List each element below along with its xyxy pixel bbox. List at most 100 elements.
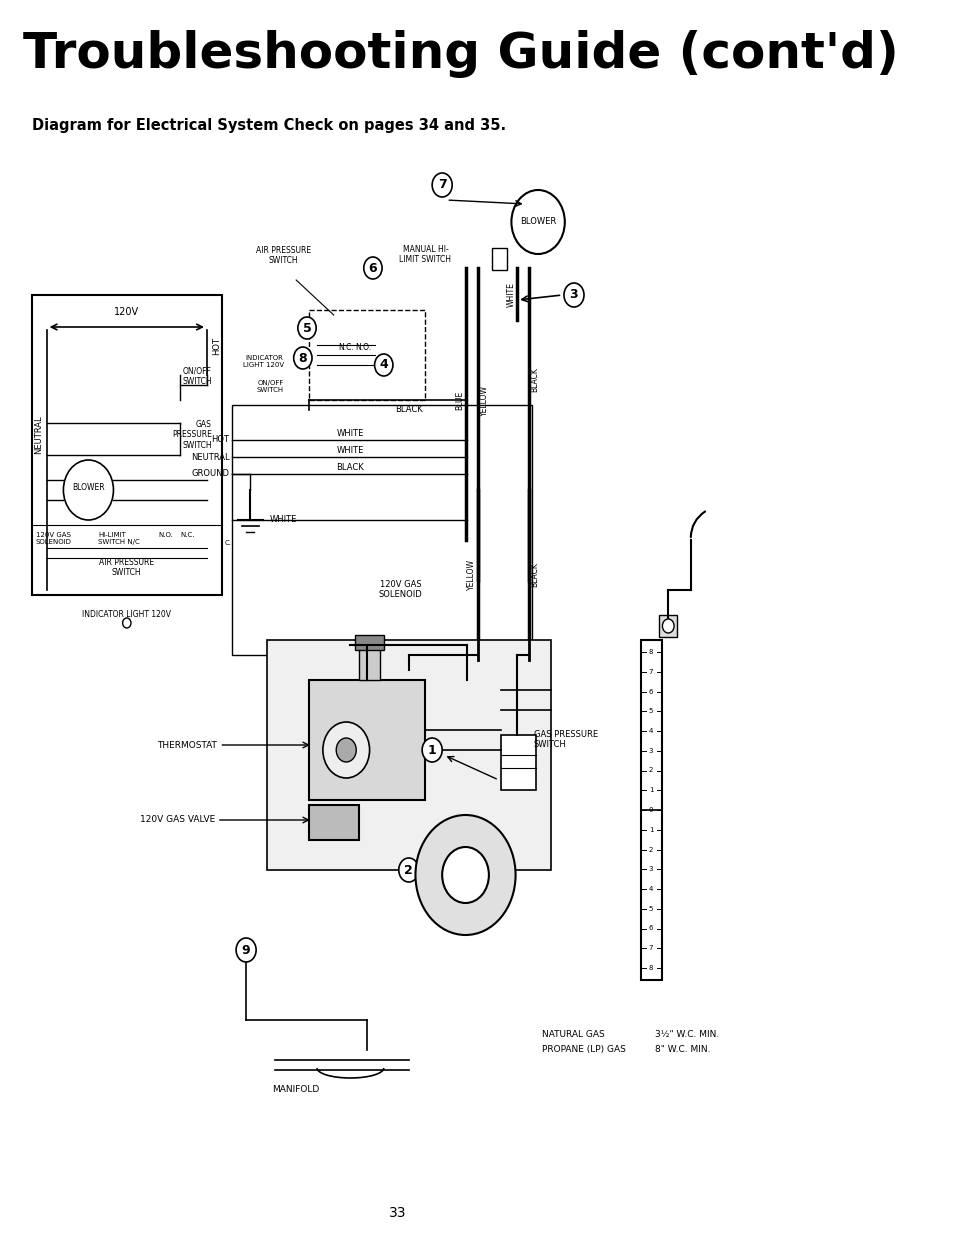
Bar	[500, 735, 535, 790]
Text: INDICATOR
LIGHT 120V: INDICATOR LIGHT 120V	[242, 356, 283, 368]
Bar	[309, 310, 425, 400]
Text: AIR PRESSURE
SWITCH: AIR PRESSURE SWITCH	[99, 558, 154, 577]
Circle shape	[297, 317, 315, 339]
Text: PROPANE (LP) GAS: PROPANE (LP) GAS	[541, 1044, 625, 1054]
Circle shape	[375, 354, 393, 375]
Circle shape	[563, 282, 583, 307]
Circle shape	[322, 722, 369, 778]
Text: 120V: 120V	[114, 307, 139, 317]
Text: 1: 1	[427, 743, 436, 757]
Text: 0: 0	[648, 807, 653, 813]
Text: HOT: HOT	[212, 337, 221, 356]
Bar	[492, 248, 507, 270]
Text: GAS PRESSURE
SWITCH: GAS PRESSURE SWITCH	[534, 730, 598, 750]
Text: 4: 4	[379, 358, 388, 372]
Bar	[640, 641, 660, 980]
Text: 120V GAS
SOLENOID: 120V GAS SOLENOID	[378, 580, 422, 600]
Text: 6: 6	[648, 689, 653, 695]
Text: 3½" W.C. MIN.: 3½" W.C. MIN.	[654, 1030, 719, 1040]
Text: 8" W.C. MIN.: 8" W.C. MIN.	[654, 1044, 710, 1054]
Text: 8: 8	[648, 965, 653, 971]
Circle shape	[511, 190, 564, 254]
Circle shape	[335, 738, 355, 762]
Text: 4: 4	[648, 886, 653, 892]
Bar	[232, 405, 532, 655]
Text: 2: 2	[648, 767, 653, 773]
Text: 6: 6	[368, 261, 376, 275]
Circle shape	[661, 620, 674, 633]
Text: 3: 3	[648, 748, 653, 753]
Circle shape	[294, 347, 312, 369]
Text: BLACK: BLACK	[395, 405, 422, 414]
Bar	[309, 680, 425, 800]
Text: BLACK: BLACK	[336, 463, 364, 472]
Text: YELLOW: YELLOW	[479, 384, 488, 415]
Text: ON/OFF
SWITCH: ON/OFF SWITCH	[256, 380, 283, 393]
Bar	[355, 636, 383, 650]
Text: 3: 3	[648, 866, 653, 872]
Text: HOT: HOT	[212, 435, 229, 445]
Circle shape	[432, 173, 452, 197]
Text: WHITE: WHITE	[336, 429, 364, 439]
Text: WHITE: WHITE	[336, 446, 364, 455]
Text: 7: 7	[648, 669, 653, 675]
Text: N.O.: N.O.	[355, 343, 371, 353]
Text: N.O.: N.O.	[158, 532, 173, 538]
Text: ON/OFF
SWITCH: ON/OFF SWITCH	[182, 367, 212, 387]
Bar	[31, 295, 222, 595]
Text: Troubleshooting Guide (cont'd): Troubleshooting Guide (cont'd)	[23, 30, 898, 78]
Text: 8: 8	[648, 649, 653, 655]
Text: C.: C.	[224, 540, 232, 546]
Text: NEUTRAL: NEUTRAL	[34, 416, 43, 455]
Text: 7: 7	[648, 945, 653, 952]
Text: 5: 5	[302, 321, 311, 335]
Text: 1: 1	[648, 826, 653, 833]
Text: 8: 8	[298, 352, 307, 364]
Text: 33: 33	[389, 1206, 406, 1220]
Text: 120V GAS
SOLENOID: 120V GAS SOLENOID	[36, 532, 71, 545]
Bar	[309, 805, 358, 840]
Text: MANUAL HI-
LIMIT SWITCH: MANUAL HI- LIMIT SWITCH	[399, 245, 451, 264]
Circle shape	[63, 460, 113, 520]
Circle shape	[441, 847, 488, 903]
Circle shape	[123, 618, 131, 628]
Text: 3: 3	[569, 289, 578, 301]
Text: AIR PRESSURE
SWITCH: AIR PRESSURE SWITCH	[255, 245, 311, 265]
Text: NATURAL GAS: NATURAL GAS	[541, 1030, 604, 1040]
Text: GAS
PRESSURE
SWITCH: GAS PRESSURE SWITCH	[172, 420, 212, 450]
Text: 6: 6	[648, 926, 653, 932]
Text: WHITE: WHITE	[506, 282, 515, 307]
Text: 120V GAS VALVE: 120V GAS VALVE	[140, 815, 215, 824]
Text: 1: 1	[648, 787, 653, 793]
Text: WHITE: WHITE	[270, 515, 297, 524]
Bar	[267, 641, 550, 870]
Circle shape	[235, 938, 255, 961]
Circle shape	[416, 815, 515, 935]
Text: BLOWER: BLOWER	[72, 483, 105, 492]
Text: BLUE: BLUE	[455, 390, 463, 410]
Text: INDICATOR LIGHT 120V: INDICATOR LIGHT 120V	[82, 610, 172, 620]
Text: BLACK: BLACK	[530, 368, 539, 393]
Text: N.C.: N.C.	[338, 343, 354, 353]
Text: 4: 4	[648, 729, 653, 733]
Text: N.C.: N.C.	[180, 532, 194, 538]
Text: 2: 2	[648, 846, 653, 852]
Text: 2: 2	[404, 864, 413, 876]
Circle shape	[421, 738, 441, 762]
Bar	[659, 615, 677, 637]
Circle shape	[398, 857, 418, 882]
Text: GROUND: GROUND	[192, 470, 229, 478]
Text: YELLOW: YELLOW	[467, 560, 476, 591]
Text: BLACK: BLACK	[530, 563, 539, 587]
Circle shape	[363, 256, 382, 279]
Text: 9: 9	[241, 944, 250, 957]
Text: HI-LIMIT
SWITCH N/C: HI-LIMIT SWITCH N/C	[98, 532, 140, 545]
Text: BLOWER: BLOWER	[519, 218, 556, 227]
Text: 5: 5	[648, 709, 653, 714]
Text: 7: 7	[437, 178, 446, 192]
Text: Diagram for Electrical System Check on pages 34 and 35.: Diagram for Electrical System Check on p…	[31, 118, 505, 133]
Bar	[358, 646, 379, 680]
Text: THERMOSTAT: THERMOSTAT	[157, 741, 216, 750]
Text: 5: 5	[648, 906, 653, 912]
Text: NEUTRAL: NEUTRAL	[191, 452, 229, 461]
